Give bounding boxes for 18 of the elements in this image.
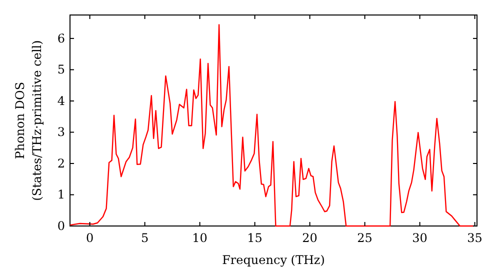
y-tick-label: 5	[57, 62, 65, 77]
x-tick-label: 35	[467, 231, 482, 245]
x-tick-label: 25	[357, 231, 372, 245]
x-tick-label: 5	[140, 231, 149, 245]
x-axis-title: Frequency (THz)	[222, 253, 325, 267]
x-tick-label: 0	[86, 231, 94, 245]
x-tick-label: 20	[302, 231, 318, 245]
x-tick-label: 15	[247, 231, 262, 245]
y-tick-label: 2	[57, 156, 65, 170]
x-tick-label: 30	[412, 231, 428, 245]
x-tick-label: 10	[192, 231, 208, 245]
y-tick-label: 1	[57, 188, 65, 202]
y-tick-label: 3	[57, 125, 65, 140]
y-tick-label: 6	[57, 31, 65, 46]
y-axis-title: Phonon DOS (States/THz·primitive cell)	[13, 40, 44, 201]
y-tick-label: 0	[57, 219, 65, 233]
y-tick-label: 4	[57, 94, 66, 108]
line-series	[69, 24, 474, 227]
